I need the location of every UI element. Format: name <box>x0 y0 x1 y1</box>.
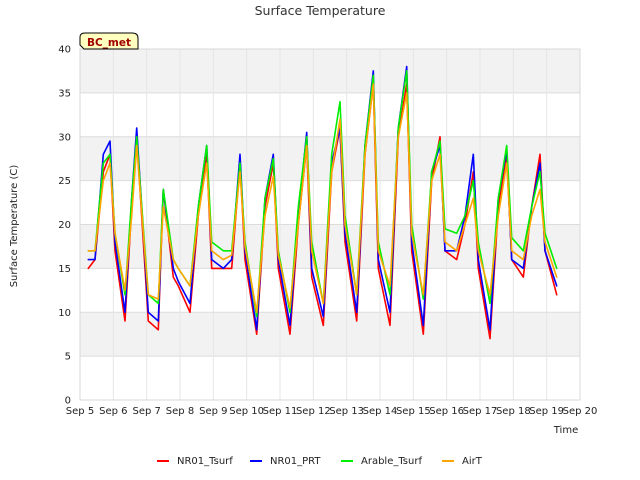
plot-frame <box>79 48 581 401</box>
x-tick-label: Sep 15 <box>396 406 431 417</box>
x-tick-label: Sep 8 <box>166 406 194 417</box>
plot-band <box>80 224 580 269</box>
badge-label: BC_met <box>87 37 131 49</box>
badge-shape <box>79 32 139 50</box>
y-tick-label: 10 <box>58 308 71 319</box>
x-tick-label: Sep 18 <box>496 406 531 417</box>
x-axis-title: Time <box>553 425 578 436</box>
site-badge: BC_met <box>79 32 139 50</box>
y-tick-label: 40 <box>58 45 71 56</box>
plot-band <box>80 312 580 357</box>
x-tick-label: Sep 13 <box>329 406 364 417</box>
y-tick-label: 15 <box>58 264 71 275</box>
legend-label: Arable_Tsurf <box>361 456 422 467</box>
series-line-airt <box>87 83 558 314</box>
y-tick-label: 5 <box>65 352 71 363</box>
chart-title: Surface Temperature <box>255 3 386 18</box>
y-axis-title: Surface Temperature (C) <box>9 165 20 288</box>
y-tick-label: 25 <box>58 176 71 187</box>
y-tick-label: 20 <box>58 220 71 231</box>
data-series <box>87 65 558 340</box>
legend-label: NR01_PRT <box>270 456 321 467</box>
x-tick-label: Sep 19 <box>529 406 564 417</box>
x-tick-label: Sep 7 <box>132 406 160 417</box>
y-tick-label: 35 <box>58 88 71 99</box>
y-tick-label: 0 <box>65 396 71 407</box>
legend: NR01_Tsurf NR01_PRT Arable_Tsurf AirT <box>157 456 483 467</box>
x-tick-label: Sep 20 <box>563 406 598 417</box>
x-tick-label: Sep 14 <box>363 406 398 417</box>
legend-label: NR01_Tsurf <box>177 456 233 467</box>
x-tick-label: Sep 12 <box>296 406 331 417</box>
legend-label: AirT <box>462 456 483 467</box>
plot-band <box>80 92 580 137</box>
series-line-nr01-prt <box>87 65 558 331</box>
x-tick-label: Sep 5 <box>66 406 94 417</box>
x-tick-label: Sep 6 <box>99 406 127 417</box>
x-tick-label: Sep 9 <box>199 406 227 417</box>
x-tick-label: Sep 11 <box>263 406 298 417</box>
plot-band <box>80 356 580 400</box>
plot-band <box>80 49 580 93</box>
x-tick-label: Sep 17 <box>463 406 498 417</box>
y-axis-ticks: 0 5 10 15 20 25 30 35 40 <box>58 45 71 407</box>
x-tick-label: Sep 16 <box>429 406 464 417</box>
x-tick-label: Sep 10 <box>229 406 264 417</box>
y-tick-label: 30 <box>58 132 71 143</box>
plot-band <box>80 268 580 313</box>
